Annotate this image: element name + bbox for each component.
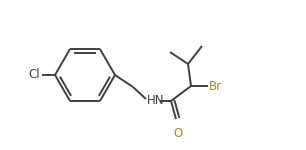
Text: O: O bbox=[174, 127, 183, 140]
Text: HN: HN bbox=[147, 94, 165, 108]
Text: Br: Br bbox=[209, 80, 222, 93]
Text: Cl: Cl bbox=[28, 69, 40, 81]
